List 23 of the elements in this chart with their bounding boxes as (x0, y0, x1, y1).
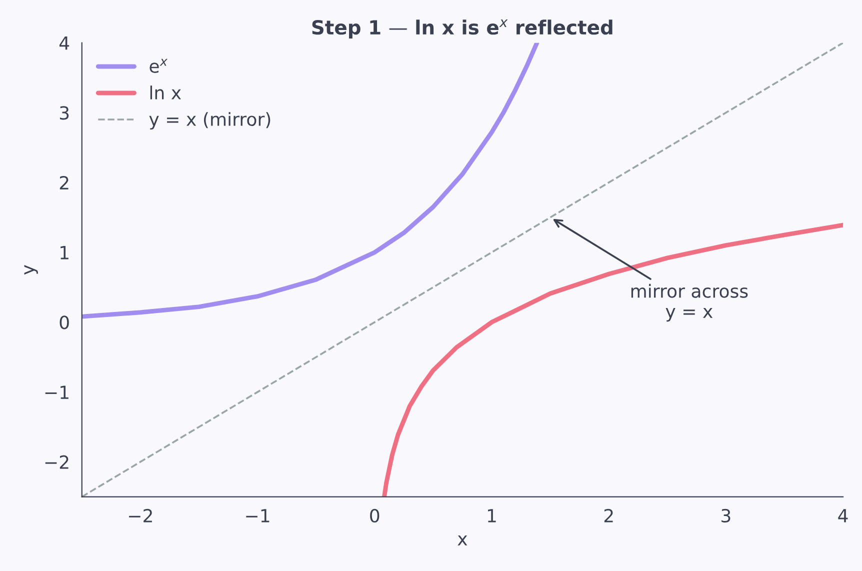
y-tick-label: −2 (45, 455, 68, 469)
x-axis-title: x (458, 535, 468, 546)
chart-title: Step 1 — ln x is e$^{x}$ reflected (312, 20, 612, 38)
y-tick-label: 1 (60, 246, 68, 260)
x-tick-label: −2 (129, 508, 152, 522)
x-tick-label: 3 (722, 508, 730, 523)
x-tick-label: 1 (488, 509, 496, 522)
y-axis-title: y (24, 264, 38, 275)
line-series (382, 222, 844, 497)
legend-label: y = x (mirror) (149, 112, 270, 130)
y-tick-label: 0 (60, 316, 69, 330)
annotation: mirror across y = x (631, 284, 748, 322)
x-tick-label: 4 (838, 509, 848, 522)
y-tick-label: 3 (60, 106, 69, 120)
legend-label: e$^{x}$ (150, 58, 168, 73)
y-tick-label: 2 (60, 176, 68, 190)
x-tick-label: 2 (604, 508, 613, 522)
y-tick-label: −1 (45, 386, 68, 399)
legend-label: ln x (150, 86, 181, 100)
y-tick-label: 4 (59, 36, 70, 50)
x-tick-label: −1 (246, 509, 270, 522)
x-tick-label: 0 (370, 508, 380, 523)
line-series (82, 42, 540, 319)
